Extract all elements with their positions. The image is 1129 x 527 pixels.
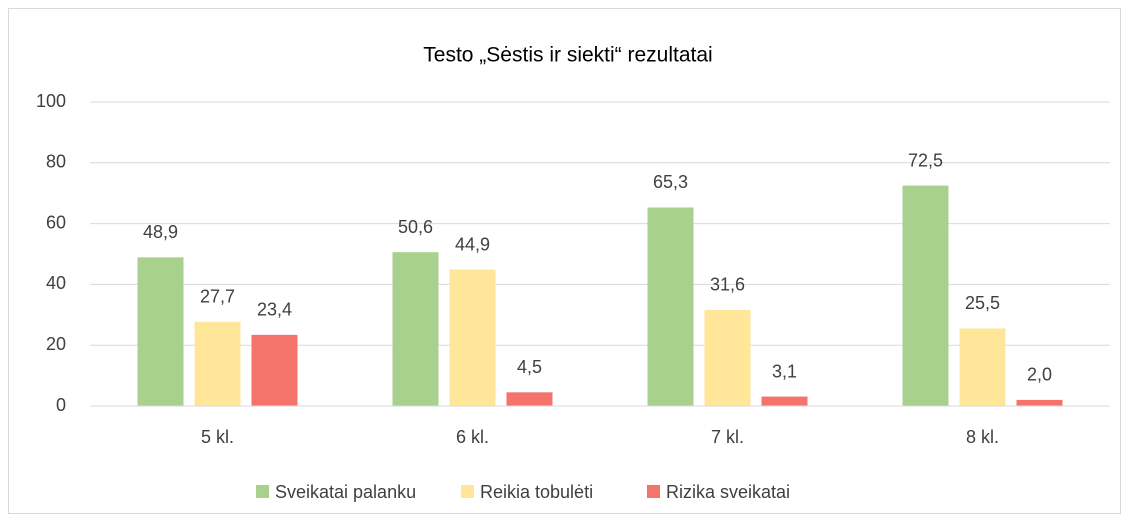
x-tick-label: 8 kl.	[966, 427, 999, 447]
legend-label: Sveikatai palanku	[275, 482, 416, 502]
bar	[392, 252, 439, 406]
y-tick-label: 20	[46, 334, 66, 354]
data-label: 3,1	[772, 361, 797, 381]
bar	[647, 207, 694, 406]
bar	[251, 334, 298, 406]
y-tick-label: 40	[46, 273, 66, 293]
legend-swatch	[256, 485, 269, 498]
bar	[959, 328, 1006, 406]
legend-label: Rizika sveikatai	[666, 482, 790, 502]
legend-label: Reikia tobulėti	[480, 482, 593, 502]
bar	[506, 392, 553, 406]
x-tick-label: 5 kl.	[201, 427, 234, 447]
bar	[137, 257, 184, 406]
bar	[902, 185, 949, 406]
data-label: 23,4	[257, 300, 292, 320]
data-label: 2,0	[1027, 365, 1052, 385]
data-label: 25,5	[965, 293, 1000, 313]
bar	[704, 309, 751, 406]
x-tick-label: 6 kl.	[456, 427, 489, 447]
data-label: 4,5	[517, 357, 542, 377]
y-tick-label: 100	[36, 91, 66, 111]
data-label: 50,6	[398, 217, 433, 237]
legend-swatch	[461, 485, 474, 498]
data-label: 72,5	[908, 150, 943, 170]
bar	[1016, 399, 1063, 406]
data-label: 27,7	[200, 287, 235, 307]
data-label: 31,6	[710, 275, 745, 295]
chart-title: Testo „Sėstis ir siekti“ rezultatai	[423, 44, 712, 67]
data-label: 48,9	[143, 222, 178, 242]
y-tick-label: 60	[46, 212, 66, 232]
bar	[449, 269, 496, 406]
bar	[761, 396, 808, 406]
x-tick-label: 7 kl.	[711, 427, 744, 447]
y-tick-label: 80	[46, 152, 66, 172]
data-label: 44,9	[455, 234, 490, 254]
data-label: 65,3	[653, 172, 688, 192]
legend-swatch	[647, 485, 660, 498]
bar	[194, 321, 241, 406]
y-tick-label: 0	[56, 395, 66, 415]
